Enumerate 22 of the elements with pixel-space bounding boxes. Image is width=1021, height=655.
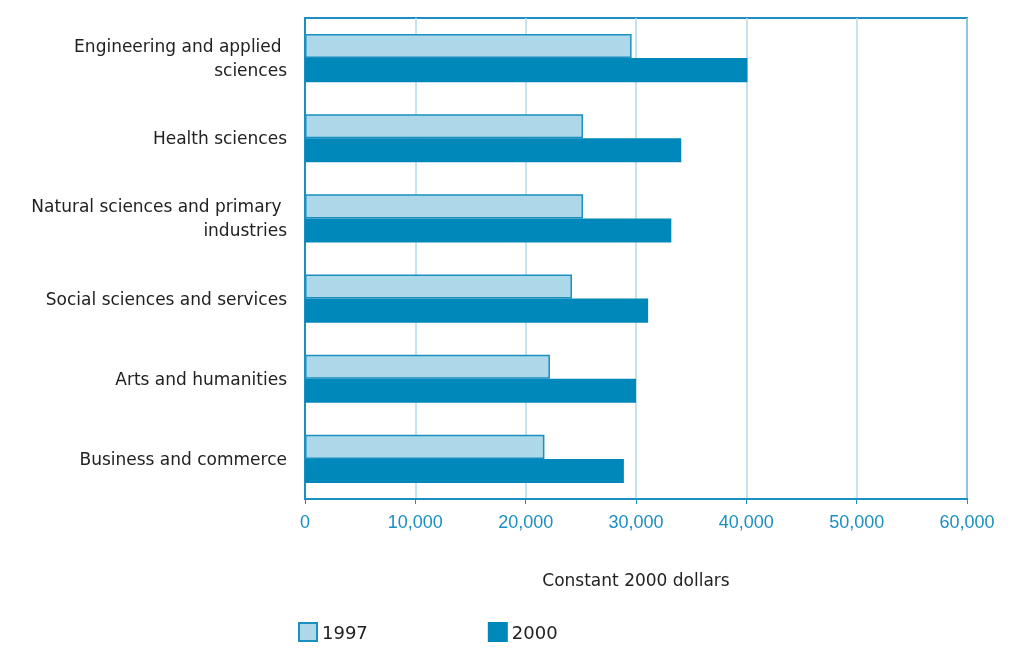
- x-tick-label: 20,000: [498, 512, 554, 532]
- bar: [305, 298, 649, 323]
- x-tick-label: 30,000: [608, 512, 664, 532]
- x-tick-label: 50,000: [829, 512, 885, 532]
- y-tick-label: Natural sciences and primary industries: [31, 196, 288, 241]
- y-tick-label: Business and commerce: [79, 448, 287, 469]
- bar: [305, 58, 748, 83]
- y-tick-label: Social sciences and services: [45, 288, 288, 309]
- x-tick-label: 40,000: [718, 512, 774, 532]
- legend-label: 2000: [511, 621, 558, 643]
- x-tick-label: 60,000: [939, 512, 995, 532]
- legend-label: 1997: [322, 621, 368, 643]
- x-tick-label: 0: [299, 512, 311, 532]
- bar: [305, 458, 624, 483]
- x-tick-label: 10,000: [387, 512, 443, 532]
- bar: [305, 378, 636, 403]
- y-tick-label: Engineering and applied sciences: [74, 36, 288, 81]
- bar: [305, 218, 672, 243]
- y-tick-label: Arts and humanities: [115, 368, 288, 389]
- x-axis-title: Constant 2000 dollars: [542, 569, 730, 590]
- bar: [305, 138, 682, 163]
- y-tick-label: Health sciences: [152, 128, 288, 149]
